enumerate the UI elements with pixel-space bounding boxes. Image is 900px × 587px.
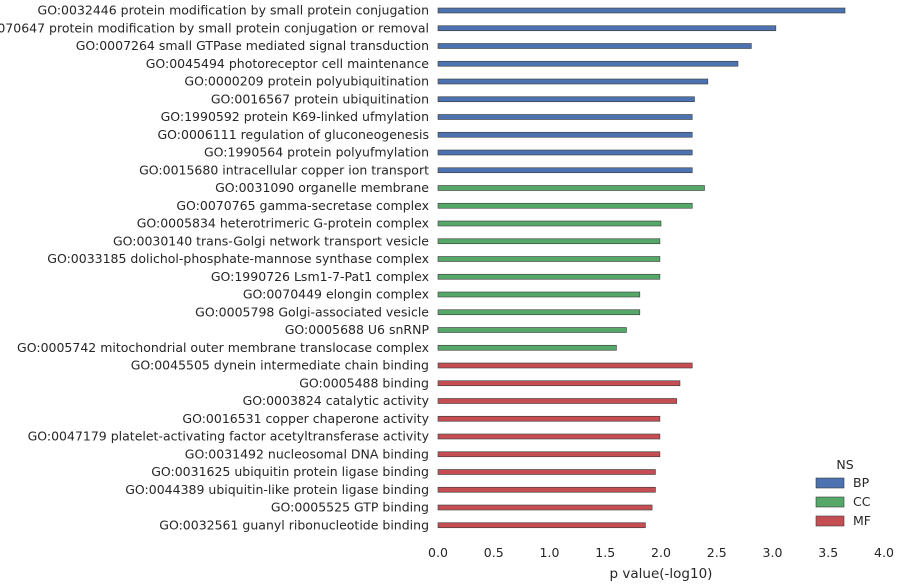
category-label: GO:0016567 protein ubiquitination bbox=[211, 91, 429, 106]
bar-cc bbox=[437, 220, 662, 227]
legend-label-cc: CC bbox=[853, 494, 871, 509]
x-axis-title: p value(-log10) bbox=[610, 566, 713, 582]
category-label: GO:0003824 catalytic activity bbox=[243, 393, 430, 408]
category-label: GO:0030140 trans-Golgi network transport… bbox=[113, 233, 429, 248]
x-tick-label: 1.5 bbox=[595, 545, 615, 560]
bar-mf bbox=[437, 469, 656, 475]
legend-swatch-cc bbox=[815, 496, 845, 508]
category-label: GO:0031492 nucleosomal DNA binding bbox=[185, 446, 429, 461]
legend-swatch-bp bbox=[815, 477, 845, 489]
category-label: GO:0016531 copper chaperone activity bbox=[182, 411, 429, 426]
category-label: GO:0005488 binding bbox=[299, 375, 429, 390]
category-label: GO:0045494 photoreceptor cell maintenanc… bbox=[146, 56, 430, 71]
bars-group bbox=[437, 7, 846, 529]
x-tick-label: 4.0 bbox=[874, 545, 894, 560]
bar-bp bbox=[437, 149, 693, 156]
bar-cc bbox=[437, 185, 705, 191]
category-label: GO:0031090 organelle membrane bbox=[215, 180, 429, 195]
legend-title: NS bbox=[836, 457, 853, 472]
bar-cc bbox=[437, 273, 661, 280]
x-tick-label: 3.5 bbox=[818, 545, 838, 560]
category-label: GO:0044389 ubiquitin-like protein ligase… bbox=[125, 482, 429, 497]
category-label: GO:1990726 Lsm1-7-Pat1 complex bbox=[211, 269, 429, 284]
category-label: GO:0031625 ubiquitin protein ligase bind… bbox=[151, 464, 429, 479]
category-label: GO:0006111 regulation of gluconeogenesis bbox=[158, 127, 430, 142]
legend-label-bp: BP bbox=[853, 475, 870, 490]
x-tick-label: 0.0 bbox=[428, 545, 448, 560]
bar-cc bbox=[437, 291, 641, 298]
bar-bp bbox=[437, 96, 695, 103]
category-label: GO:0047179 platelet-activating factor ac… bbox=[28, 429, 430, 444]
category-label: GO:0070765 gamma-secretase complex bbox=[176, 198, 429, 213]
bar-mf bbox=[437, 522, 646, 529]
x-tick-label: 3.0 bbox=[763, 545, 783, 560]
bar-bp bbox=[437, 167, 693, 174]
category-label: GO:0070647 protein modification by small… bbox=[0, 20, 429, 35]
bar-mf bbox=[437, 398, 677, 404]
x-tick-label: 1.0 bbox=[540, 545, 560, 560]
category-label: GO:0005798 Golgi-associated vesicle bbox=[195, 304, 429, 319]
legend-entries: BP CC MF bbox=[815, 475, 871, 528]
category-label: GO:0032446 protein modification by small… bbox=[38, 3, 429, 18]
legend-swatch-mf bbox=[815, 515, 845, 527]
category-labels-group: GO:0032446 protein modification by small… bbox=[0, 3, 430, 533]
category-label: GO:1990564 protein polyufmylation bbox=[204, 145, 429, 160]
x-tick-label: 0.5 bbox=[484, 545, 504, 560]
category-label: GO:1990592 protein K69-linked ufmylation bbox=[161, 109, 429, 124]
bar-mf bbox=[437, 433, 661, 440]
bar-mf bbox=[437, 504, 653, 511]
category-label: GO:0005525 GTP binding bbox=[271, 500, 429, 515]
category-label: GO:0032561 guanyl ribonucleotide binding bbox=[159, 517, 429, 532]
category-label: GO:0005834 heterotrimeric G-protein comp… bbox=[137, 216, 429, 231]
bar-cc bbox=[437, 327, 627, 333]
bar-mf bbox=[437, 415, 661, 422]
bar-bp bbox=[437, 114, 693, 120]
category-label: GO:0070449 elongin complex bbox=[243, 287, 429, 302]
bar-bp bbox=[437, 25, 777, 32]
x-axis-ticks-group: 0.0 0.5 1.0 1.5 2.0 2.5 3.0 3.5 4.0 bbox=[428, 545, 894, 560]
bar-cc bbox=[437, 202, 693, 209]
bar-mf bbox=[437, 451, 661, 458]
category-label: GO:0015680 intracellular copper ion tran… bbox=[139, 162, 429, 177]
category-label: GO:0000209 protein polyubiquitination bbox=[184, 74, 429, 89]
bar-cc bbox=[437, 238, 661, 245]
category-label: GO:0007264 small GTPase mediated signal … bbox=[76, 38, 429, 53]
bar-cc bbox=[437, 344, 617, 351]
category-label: GO:0045505 dynein intermediate chain bin… bbox=[131, 358, 429, 373]
bar-bp bbox=[437, 78, 709, 85]
x-tick-label: 2.5 bbox=[707, 545, 727, 560]
bar-mf bbox=[437, 380, 681, 387]
category-label: GO:0005688 U6 snRNP bbox=[285, 322, 430, 337]
x-tick-label: 2.0 bbox=[651, 545, 671, 560]
bar-cc bbox=[437, 256, 661, 262]
category-label: GO:0033185 dolichol-phosphate-mannose sy… bbox=[47, 251, 429, 266]
bar-bp bbox=[437, 43, 752, 49]
category-label: GO:0005742 mitochondrial outer membrane … bbox=[17, 340, 429, 355]
bar-mf bbox=[437, 362, 693, 369]
bar-bp bbox=[437, 60, 739, 67]
legend-label-mf: MF bbox=[853, 513, 871, 528]
legend: NS BP CC MF bbox=[815, 457, 871, 528]
bar-mf bbox=[437, 486, 656, 493]
bar-bp bbox=[437, 131, 693, 138]
bar-bp bbox=[437, 7, 846, 14]
bar-cc bbox=[437, 309, 641, 316]
